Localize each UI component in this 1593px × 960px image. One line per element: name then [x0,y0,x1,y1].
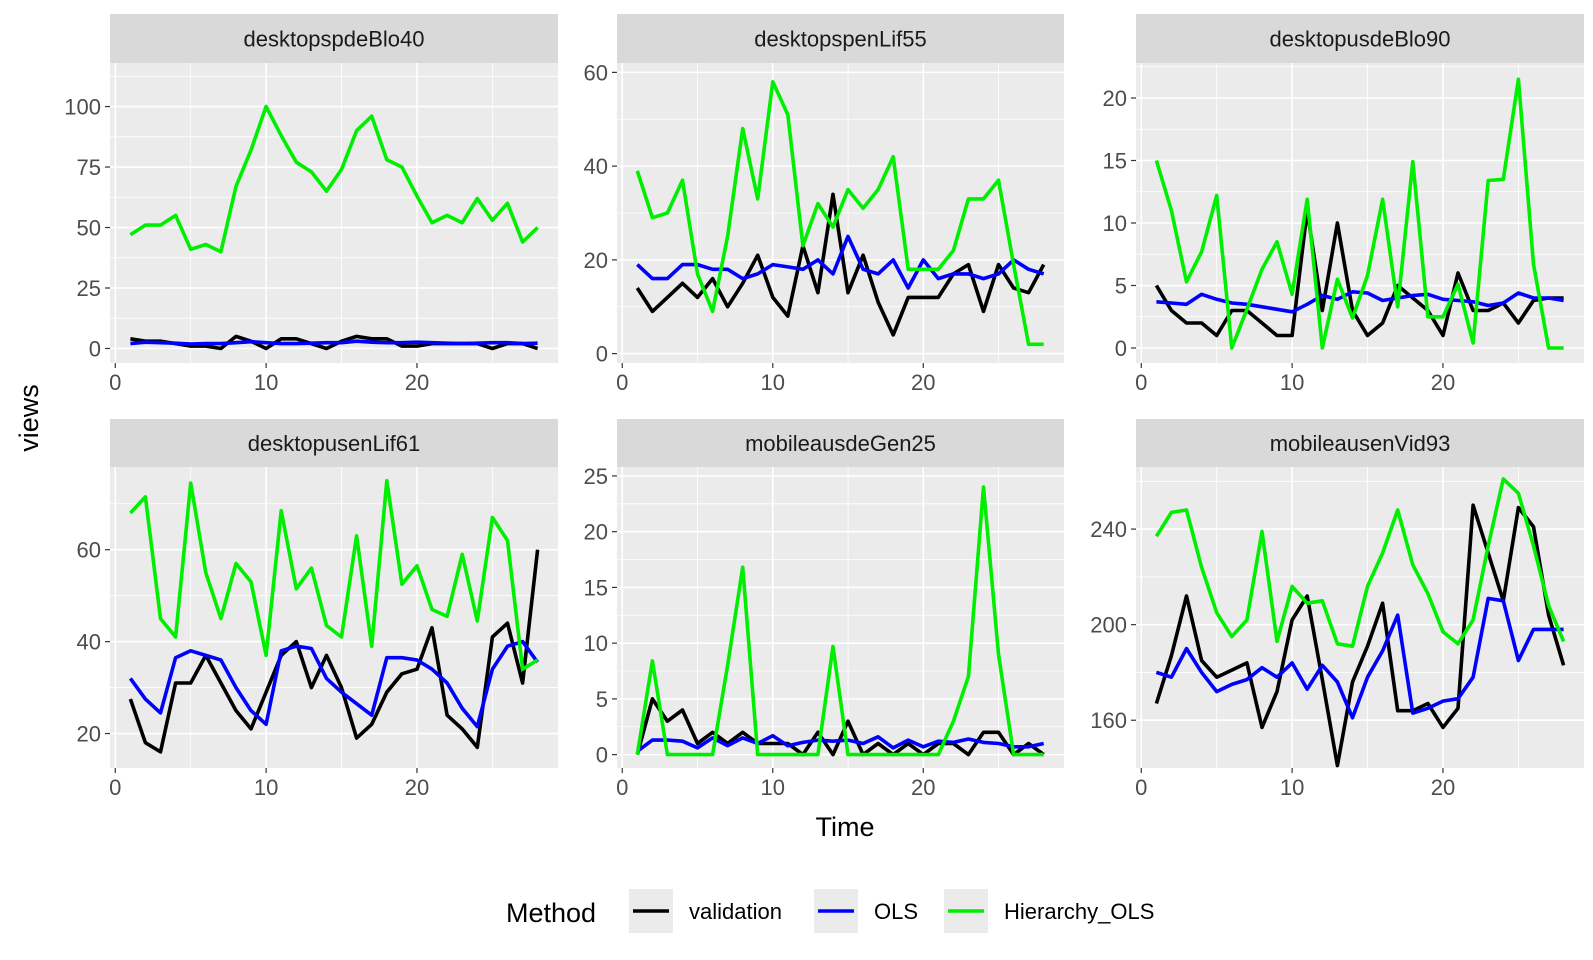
y-tick-label: 5 [1115,274,1127,299]
x-tick-label: 20 [405,370,429,395]
panel-title: mobileausenVid93 [1270,431,1451,456]
x-tick-label: 10 [1280,370,1304,395]
y-tick-label: 200 [1090,613,1127,638]
panel-strip [110,14,558,63]
x-tick-label: 0 [109,370,121,395]
x-tick-label: 10 [1280,775,1304,800]
y-tick-label: 20 [1103,86,1127,111]
series-line-validation [1154,208,1564,338]
y-tick-label: 50 [77,216,101,241]
y-tick-label: 20 [584,520,608,545]
x-tick-label: 10 [761,775,785,800]
panel-background [110,467,558,768]
y-tick-label: 15 [1103,149,1127,174]
y-tick-label: 25 [584,464,608,489]
panel-strip [110,419,558,467]
y-tick-label: 5 [596,687,608,712]
y-tick-label: 40 [77,630,101,655]
x-tick-label: 10 [254,370,278,395]
y-tick-label: 25 [77,276,101,301]
legend-label-ols: OLS [874,899,918,924]
y-tick-label: 160 [1090,708,1127,733]
x-tick-label: 0 [616,775,628,800]
x-axis-title: Time [816,812,875,842]
panel-desktopspenlif55: desktopspenLif55 0 20 40 60 0 10 20 [584,14,1064,395]
series-line-validation [128,549,540,754]
series-line-ols [130,339,538,346]
panel-mobileausenvid93: mobileausenVid93 160 200 240 0 10 20 [1090,419,1584,800]
series-line-validation [635,697,1045,757]
panel-strip [617,14,1064,63]
legend: Method validation OLS Hierarchy_OLS [506,889,1154,933]
x-tick-label: 10 [254,775,278,800]
y-tick-label: 20 [77,722,101,747]
y-tick-label: 10 [1103,211,1127,236]
panel-mobileausdegen25: mobileausdeGen25 0 5 10 15 20 25 0 10 20 [584,419,1064,800]
series-line-ols [636,733,1045,753]
x-tick-label: 0 [616,370,628,395]
panel-desktopusdeblo90: desktopusdeBlo90 0 5 10 15 20 0 10 20 [1103,14,1584,395]
panel-title: desktopusdeBlo90 [1269,27,1450,52]
panel-title: mobileausdeGen25 [745,431,936,456]
legend-entry-hierarchy-ols: Hierarchy_OLS [944,889,1154,933]
y-tick-label: 75 [77,155,101,180]
panel-strip [617,419,1064,467]
panel-background [617,467,1064,768]
y-tick-label: 10 [584,631,608,656]
x-tick-label: 20 [405,775,429,800]
legend-entry-validation: validation [629,889,782,933]
panel-background [110,63,558,363]
y-tick-label: 100 [64,95,101,120]
x-tick-label: 10 [761,370,785,395]
series-line-ols [1155,596,1564,720]
series-line-ols [636,234,1045,290]
y-tick-label: 240 [1090,517,1127,542]
x-tick-label: 0 [109,775,121,800]
legend-entry-ols: OLS [814,889,918,933]
y-tick-label: 60 [584,60,608,85]
y-tick-label: 60 [77,538,101,563]
x-tick-label: 20 [1431,775,1455,800]
x-tick-label: 20 [911,775,935,800]
panel-title: desktopusenLif61 [248,431,420,456]
panel-desktopusenlif61: desktopusenLif61 20 40 60 0 10 20 [77,419,558,800]
series-line-validation [1154,503,1566,768]
panel-desktopspdeblo40: desktopspdeBlo40 0 25 50 75 100 0 10 20 [64,14,558,395]
legend-title: Method [506,898,596,928]
panel-strip [1136,419,1584,467]
series-line-hierarchy-ols [129,104,539,254]
y-tick-label: 0 [596,342,608,367]
series-line-hierarchy-ols [1154,477,1566,649]
x-tick-label: 20 [1431,370,1455,395]
series-line-hierarchy-ols [129,478,539,672]
legend-label-validation: validation [689,899,782,924]
y-axis-title: views [14,384,44,452]
panel-strip [1136,14,1584,63]
y-tick-label: 0 [89,336,101,361]
series-line-ols [128,639,540,729]
y-tick-label: 20 [584,248,608,273]
panel-title: desktopspenLif55 [754,27,926,52]
x-tick-label: 20 [911,370,935,395]
y-tick-label: 15 [584,575,608,600]
y-tick-label: 0 [596,743,608,768]
y-tick-label: 0 [1115,336,1127,361]
series-line-hierarchy-ols [635,80,1044,347]
x-tick-label: 0 [1135,775,1147,800]
y-tick-label: 40 [584,154,608,179]
panel-title: desktopspdeBlo40 [243,27,424,52]
series-line-hierarchy-ols [635,485,1044,757]
legend-label-hierarchy-ols: Hierarchy_OLS [1004,899,1154,924]
x-tick-label: 0 [1135,370,1147,395]
series-line-hierarchy-ols [1154,77,1564,350]
